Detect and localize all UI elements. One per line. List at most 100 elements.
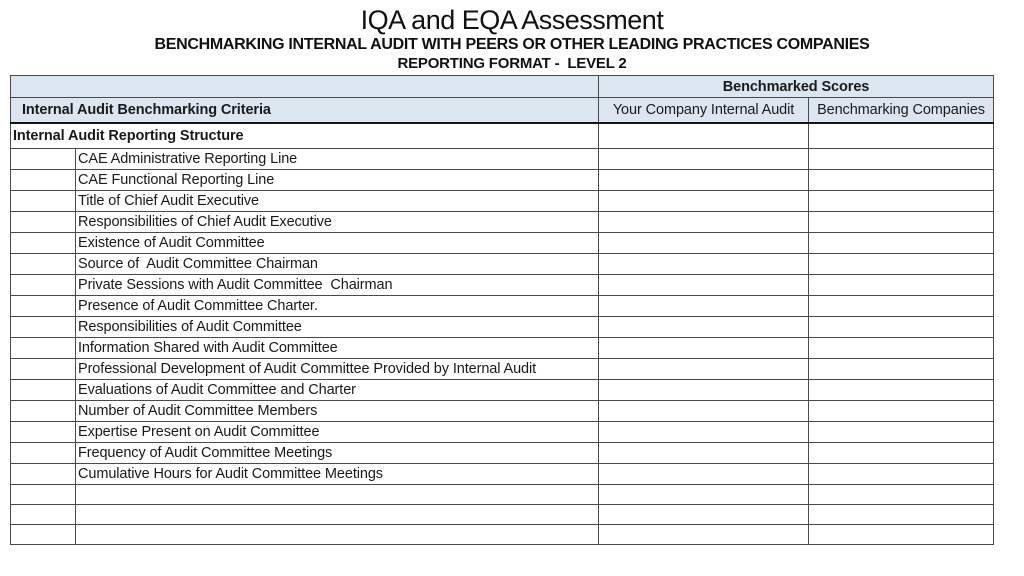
- indent-cell: [10, 421, 76, 443]
- indent-cell: [10, 337, 76, 359]
- table-row: Presence of Audit Committee Charter.: [10, 295, 994, 317]
- criteria-cell: Responsibilities of Chief Audit Executiv…: [75, 211, 599, 233]
- table-row: Number of Audit Committee Members: [10, 400, 994, 422]
- indent-cell: [10, 442, 76, 464]
- benchmarking-score-cell: [808, 463, 994, 485]
- your-company-score-cell: [598, 295, 809, 317]
- indent-cell: [10, 190, 76, 212]
- your-company-score-cell: [598, 442, 809, 464]
- your-company-score-cell: [598, 232, 809, 254]
- criteria-cell: Frequency of Audit Committee Meetings: [75, 442, 599, 464]
- indent-cell: [10, 484, 76, 505]
- indent-cell: [10, 316, 76, 338]
- benchmarking-score-cell: [808, 211, 994, 233]
- table-row: Existence of Audit Committee: [10, 232, 994, 254]
- benchmarking-score-cell: [808, 442, 994, 464]
- your-company-score-cell: [598, 524, 809, 545]
- benchmarking-score-cell: [808, 274, 994, 296]
- table-row: Responsibilities of Chief Audit Executiv…: [10, 211, 994, 233]
- empty-table-row: [10, 524, 994, 545]
- criteria-cell: [75, 524, 599, 545]
- your-company-score-cell: [598, 463, 809, 485]
- benchmarking-score-cell: [808, 169, 994, 191]
- indent-cell: [10, 379, 76, 401]
- section-header-row: Internal Audit Reporting Structure: [10, 122, 994, 149]
- benchmarking-companies-column-header: Benchmarking Companies: [808, 97, 994, 124]
- table-row: Information Shared with Audit Committee: [10, 337, 994, 359]
- your-company-score-cell: [598, 484, 809, 505]
- page-subtitle: BENCHMARKING INTERNAL AUDIT WITH PEERS O…: [154, 36, 870, 53]
- criteria-cell: Presence of Audit Committee Charter.: [75, 295, 599, 317]
- criteria-cell: Private Sessions with Audit Committee Ch…: [75, 274, 599, 296]
- criteria-cell: Number of Audit Committee Members: [75, 400, 599, 422]
- table-row: Source of Audit Committee Chairman: [10, 253, 994, 275]
- indent-cell: [10, 211, 76, 233]
- table-row: Frequency of Audit Committee Meetings: [10, 442, 994, 464]
- benchmarking-score-cell: [808, 421, 994, 443]
- table-row: Expertise Present on Audit Committee: [10, 421, 994, 443]
- indent-cell: [10, 358, 76, 380]
- criteria-cell: CAE Functional Reporting Line: [75, 169, 599, 191]
- criteria-cell: Information Shared with Audit Committee: [75, 337, 599, 359]
- benchmarking-score-cell: [808, 148, 994, 170]
- page-subtitle2: REPORTING FORMAT - LEVEL 2: [397, 55, 627, 72]
- your-company-score-cell: [598, 211, 809, 233]
- criteria-cell: Cumulative Hours for Audit Committee Mee…: [75, 463, 599, 485]
- indent-cell: [10, 463, 76, 485]
- table-row: Title of Chief Audit Executive: [10, 190, 994, 212]
- benchmarking-score-cell: [808, 524, 994, 545]
- indent-cell: [10, 274, 76, 296]
- your-company-score-cell: [598, 148, 809, 170]
- column-header-row: Internal Audit Benchmarking Criteria You…: [10, 97, 994, 124]
- benchmarking-score-cell: [808, 316, 994, 338]
- indent-cell: [10, 169, 76, 191]
- criteria-cell: Source of Audit Committee Chairman: [75, 253, 599, 275]
- your-company-score-cell: [598, 337, 809, 359]
- scores-header-row: Benchmarked Scores: [10, 75, 994, 98]
- section-header-cell: Internal Audit Reporting Structure: [10, 122, 599, 149]
- empty-table-row: [10, 504, 994, 525]
- benchmarking-score-cell: [808, 232, 994, 254]
- table-row: Private Sessions with Audit Committee Ch…: [10, 274, 994, 296]
- indent-cell: [10, 253, 76, 275]
- criteria-cell: [75, 484, 599, 505]
- criteria-cell: Responsibilities of Audit Committee: [75, 316, 599, 338]
- your-company-score-cell: [598, 504, 809, 525]
- your-company-score-cell: [598, 358, 809, 380]
- your-company-score-cell: [598, 316, 809, 338]
- benchmarked-scores-header: Benchmarked Scores: [598, 75, 994, 98]
- your-company-score-cell: [598, 122, 809, 149]
- benchmarking-score-cell: [808, 379, 994, 401]
- benchmarking-score-cell: [808, 190, 994, 212]
- benchmarking-score-cell: [808, 337, 994, 359]
- criteria-cell: Title of Chief Audit Executive: [75, 190, 599, 212]
- benchmarking-score-cell: [808, 484, 994, 505]
- indent-cell: [10, 504, 76, 525]
- indent-cell: [10, 524, 76, 545]
- table-row: Evaluations of Audit Committee and Chart…: [10, 379, 994, 401]
- criteria-cell: Evaluations of Audit Committee and Chart…: [75, 379, 599, 401]
- indent-cell: [10, 232, 76, 254]
- benchmarking-score-cell: [808, 400, 994, 422]
- criteria-cell: [75, 504, 599, 525]
- indent-cell: [10, 295, 76, 317]
- your-company-score-cell: [598, 274, 809, 296]
- table-row: CAE Functional Reporting Line: [10, 169, 994, 191]
- your-company-score-cell: [598, 421, 809, 443]
- your-company-column-header: Your Company Internal Audit: [598, 97, 809, 124]
- your-company-score-cell: [598, 253, 809, 275]
- criteria-cell: Existence of Audit Committee: [75, 232, 599, 254]
- your-company-score-cell: [598, 400, 809, 422]
- table-row: Professional Development of Audit Commit…: [10, 358, 994, 380]
- table-row: CAE Administrative Reporting Line: [10, 148, 994, 170]
- table-row: Responsibilities of Audit Committee: [10, 316, 994, 338]
- benchmarking-score-cell: [808, 358, 994, 380]
- empty-header-cell: [10, 75, 599, 98]
- your-company-score-cell: [598, 190, 809, 212]
- criteria-cell: Professional Development of Audit Commit…: [75, 358, 599, 380]
- criteria-cell: Expertise Present on Audit Committee: [75, 421, 599, 443]
- indent-cell: [10, 400, 76, 422]
- benchmark-table: Benchmarked Scores Internal Audit Benchm…: [10, 75, 994, 545]
- criteria-cell: CAE Administrative Reporting Line: [75, 148, 599, 170]
